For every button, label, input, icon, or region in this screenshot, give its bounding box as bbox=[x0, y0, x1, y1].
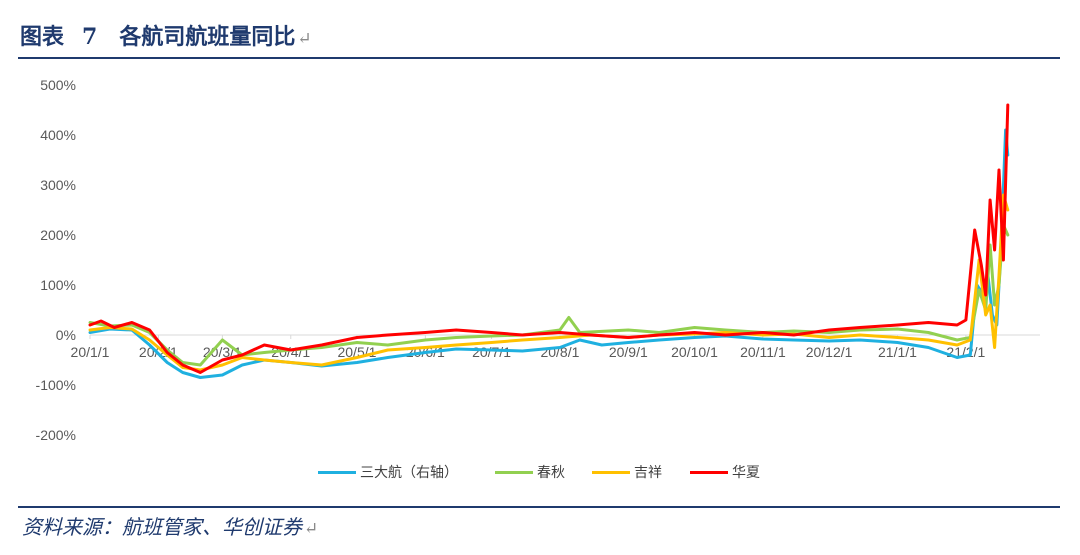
y-axis: 500% 400% 300% 200% 100% 0% -100% -200% bbox=[36, 77, 76, 443]
legend-label: 吉祥 bbox=[634, 465, 662, 481]
line-chart: 500% 400% 300% 200% 100% 0% -100% -200% 20/1/1 2… bbox=[36, 77, 1040, 443]
x-tick-label: 20/9/1 bbox=[609, 344, 648, 360]
y-tick-label: 500% bbox=[40, 77, 76, 93]
figure-title: 图表 7 各航司航班量同比 ↵ bbox=[20, 21, 312, 53]
x-tick-label: 20/10/1 bbox=[671, 344, 718, 360]
x-tick-label: 20/12/1 bbox=[806, 344, 853, 360]
legend-item: 三大航（右轴） bbox=[318, 461, 458, 485]
y-tick-label: 300% bbox=[40, 177, 76, 193]
y-tick-label: -100% bbox=[36, 377, 76, 393]
return-mark-icon: ↵ bbox=[304, 519, 319, 539]
x-tick-label: 20/7/1 bbox=[472, 344, 511, 360]
y-tick-label: 400% bbox=[40, 127, 76, 143]
legend-swatch bbox=[592, 470, 630, 474]
figure-number: 7 bbox=[82, 24, 98, 50]
legend-swatch bbox=[690, 470, 728, 474]
source-text: 资料来源：航班管家、华创证券 bbox=[22, 515, 302, 539]
legend-item: 华夏 bbox=[690, 461, 760, 485]
x-tick-label: 21/2/1 bbox=[946, 344, 985, 360]
legend-item: 吉祥 bbox=[592, 461, 662, 485]
y-tick-label: -200% bbox=[36, 427, 76, 443]
y-tick-label: 100% bbox=[40, 277, 76, 293]
legend-label: 春秋 bbox=[537, 465, 565, 481]
y-tick-label: 0% bbox=[56, 327, 76, 343]
source-rule bbox=[18, 506, 1060, 508]
legend-label: 华夏 bbox=[732, 465, 760, 481]
series-layer bbox=[88, 103, 1010, 379]
x-tick-label: 20/11/1 bbox=[740, 344, 786, 360]
x-tick-label: 21/1/1 bbox=[878, 344, 917, 360]
series-line-1 bbox=[88, 128, 1010, 379]
legend-label: 三大航（右轴） bbox=[360, 465, 458, 481]
figure-label: 图表 bbox=[20, 24, 65, 50]
figure-caption: 各航司航班量同比 bbox=[119, 24, 296, 50]
y-tick-label: 200% bbox=[40, 227, 76, 243]
legend-swatch bbox=[495, 470, 533, 474]
chart-legend: 三大航（右轴） 春秋 吉祥 华夏 bbox=[0, 461, 1080, 485]
series-line-2 bbox=[88, 223, 1010, 367]
x-tick-label: 20/1/1 bbox=[71, 344, 110, 360]
legend-item: 春秋 bbox=[495, 461, 565, 485]
title-rule bbox=[18, 57, 1060, 59]
series-line-4 bbox=[88, 103, 1010, 374]
legend-swatch bbox=[318, 470, 356, 474]
return-mark-icon: ↵ bbox=[297, 29, 312, 49]
source-note: 资料来源：航班管家、华创证券 ↵ bbox=[22, 512, 318, 542]
